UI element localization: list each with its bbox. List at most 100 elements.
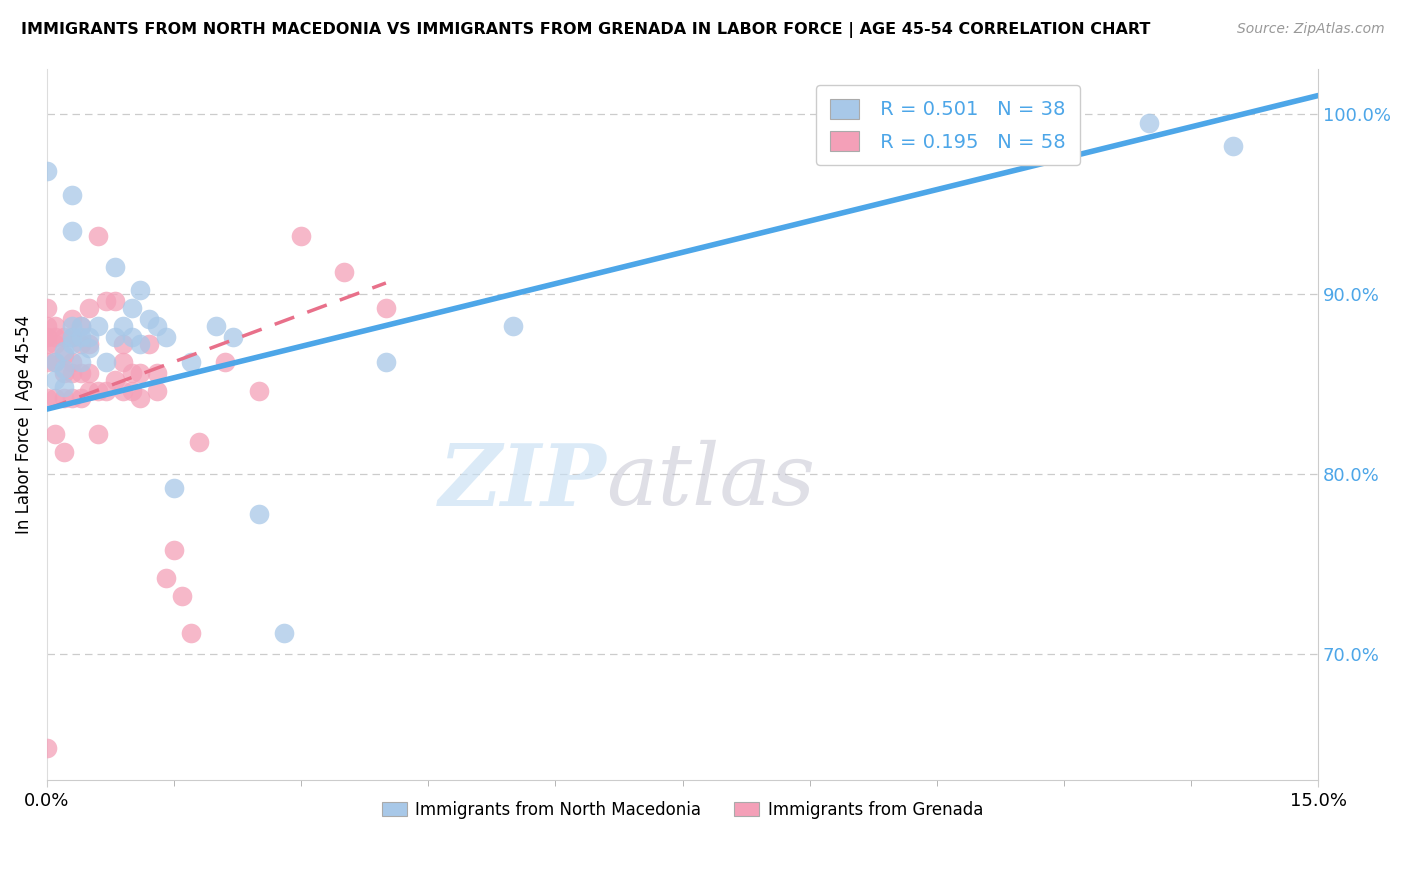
Point	[69, 337, 91, 351]
Point	[69, 355, 91, 369]
Point	[180, 355, 202, 369]
Point	[205, 319, 228, 334]
Text: IMMIGRANTS FROM NORTH MACEDONIA VS IMMIGRANTS FROM GRENADA IN LABOR FORCE | AGE : IMMIGRANTS FROM NORTH MACEDONIA VS IMMIG…	[21, 22, 1150, 38]
Point	[35, 319, 58, 334]
Point	[146, 319, 169, 334]
Point	[69, 319, 91, 334]
Point	[60, 392, 83, 406]
Point	[44, 330, 66, 344]
Point	[163, 542, 186, 557]
Point	[87, 384, 110, 398]
Point	[273, 625, 295, 640]
Point	[44, 373, 66, 387]
Point	[44, 427, 66, 442]
Point	[77, 337, 100, 351]
Point	[87, 427, 110, 442]
Point	[69, 330, 91, 344]
Point	[87, 319, 110, 334]
Point	[332, 265, 354, 279]
Point	[60, 355, 83, 369]
Point	[87, 229, 110, 244]
Point	[77, 366, 100, 380]
Point	[129, 283, 152, 297]
Point	[69, 319, 91, 334]
Point	[96, 384, 118, 398]
Point	[155, 330, 177, 344]
Point	[60, 224, 83, 238]
Point	[129, 366, 152, 380]
Point	[112, 337, 135, 351]
Point	[247, 507, 270, 521]
Point	[214, 355, 236, 369]
Point	[155, 572, 177, 586]
Point	[77, 330, 100, 344]
Point	[138, 337, 160, 351]
Point	[104, 373, 127, 387]
Text: atlas: atlas	[606, 440, 815, 523]
Point	[44, 319, 66, 334]
Point	[44, 392, 66, 406]
Point	[35, 330, 58, 344]
Point	[96, 293, 118, 308]
Text: Source: ZipAtlas.com: Source: ZipAtlas.com	[1237, 22, 1385, 37]
Point	[35, 164, 58, 178]
Point	[60, 187, 83, 202]
Point	[112, 319, 135, 334]
Point	[104, 260, 127, 274]
Point	[163, 482, 186, 496]
Point	[121, 330, 143, 344]
Point	[44, 355, 66, 369]
Point	[69, 366, 91, 380]
Point	[52, 380, 75, 394]
Text: ZIP: ZIP	[439, 440, 606, 523]
Point	[35, 301, 58, 315]
Y-axis label: In Labor Force | Age 45-54: In Labor Force | Age 45-54	[15, 315, 32, 534]
Point	[129, 392, 152, 406]
Point	[35, 355, 58, 369]
Point	[121, 366, 143, 380]
Point	[129, 337, 152, 351]
Point	[146, 384, 169, 398]
Point	[52, 366, 75, 380]
Point	[172, 590, 194, 604]
Point	[60, 312, 83, 326]
Point	[60, 330, 83, 344]
Point	[222, 330, 245, 344]
Point	[104, 330, 127, 344]
Point	[1222, 139, 1244, 153]
Point	[146, 366, 169, 380]
Point	[502, 319, 524, 334]
Point	[247, 384, 270, 398]
Point	[35, 337, 58, 351]
Point	[44, 337, 66, 351]
Point	[52, 392, 75, 406]
Point	[52, 330, 75, 344]
Point	[52, 348, 75, 362]
Point	[35, 740, 58, 755]
Point	[1137, 115, 1160, 129]
Point	[52, 344, 75, 359]
Point	[52, 445, 75, 459]
Point	[290, 229, 312, 244]
Point	[112, 355, 135, 369]
Point	[60, 330, 83, 344]
Point	[77, 384, 100, 398]
Point	[60, 319, 83, 334]
Point	[188, 434, 211, 449]
Point	[60, 366, 83, 380]
Point	[121, 384, 143, 398]
Point	[180, 625, 202, 640]
Point	[52, 362, 75, 376]
Point	[44, 355, 66, 369]
Point	[138, 312, 160, 326]
Point	[77, 341, 100, 355]
Point	[112, 384, 135, 398]
Point	[121, 301, 143, 315]
Point	[374, 355, 396, 369]
Point	[69, 392, 91, 406]
Point	[35, 392, 58, 406]
Legend: Immigrants from North Macedonia, Immigrants from Grenada: Immigrants from North Macedonia, Immigra…	[375, 794, 990, 825]
Point	[374, 301, 396, 315]
Point	[104, 293, 127, 308]
Point	[96, 355, 118, 369]
